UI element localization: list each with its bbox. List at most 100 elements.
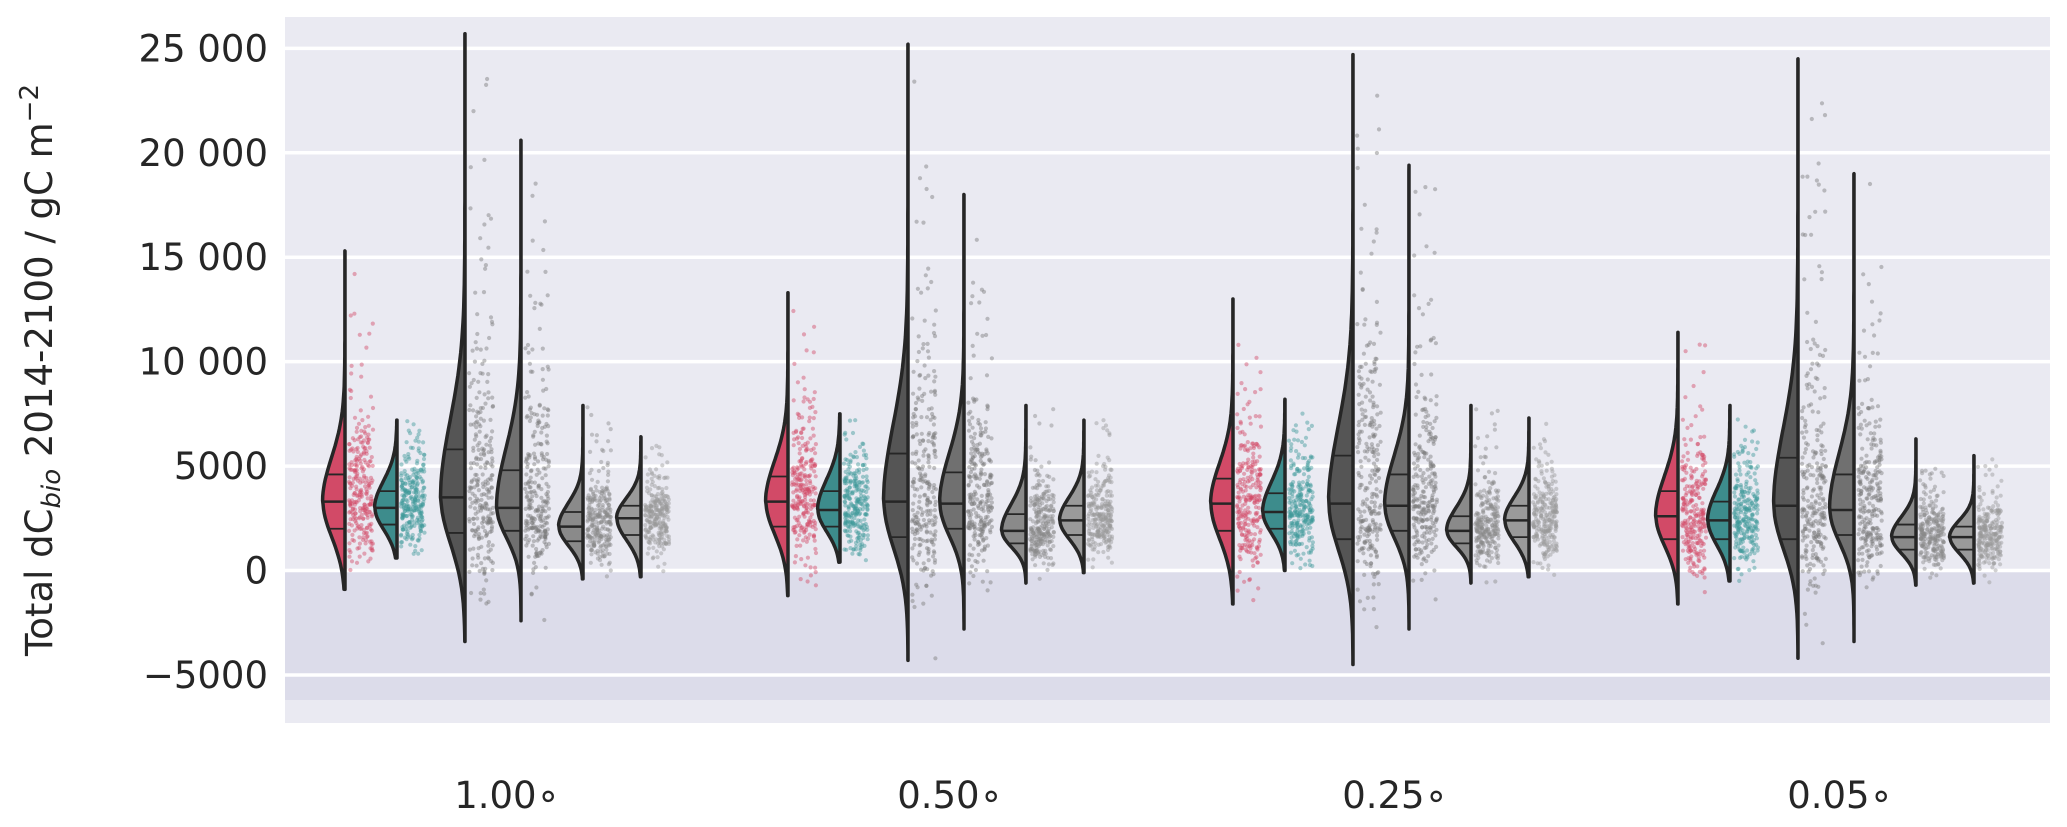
data-point	[482, 570, 487, 575]
data-point	[354, 458, 359, 464]
data-point	[848, 525, 853, 530]
data-point	[1486, 469, 1492, 474]
data-point	[664, 529, 669, 534]
data-point	[923, 479, 928, 484]
data-point	[537, 504, 542, 509]
data-point	[1288, 458, 1293, 463]
data-point	[810, 457, 815, 462]
data-point	[366, 464, 372, 469]
data-point	[912, 79, 917, 84]
data-point	[589, 467, 594, 472]
data-point	[539, 302, 544, 307]
data-point	[1550, 497, 1556, 503]
data-point	[1099, 517, 1104, 522]
data-point	[1431, 441, 1436, 446]
data-point	[414, 471, 419, 477]
data-point	[1554, 506, 1559, 511]
data-point	[1028, 503, 1033, 508]
data-point	[528, 505, 533, 510]
data-point	[663, 502, 668, 507]
data-point	[797, 533, 802, 538]
data-point	[361, 531, 367, 536]
data-point	[988, 473, 993, 478]
data-point	[917, 494, 923, 499]
data-point	[1310, 563, 1315, 569]
data-point	[863, 504, 868, 509]
data-point	[1432, 419, 1437, 424]
data-point	[917, 386, 922, 391]
data-point	[660, 544, 665, 549]
data-point	[850, 551, 855, 556]
data-point	[1424, 559, 1429, 564]
data-point	[792, 506, 797, 511]
data-point	[600, 447, 605, 452]
data-point	[845, 528, 850, 534]
data-point	[850, 519, 855, 524]
data-point	[1094, 470, 1099, 475]
data-point	[358, 458, 363, 463]
data-point	[369, 528, 374, 533]
data-point	[910, 508, 915, 513]
data-point	[662, 523, 667, 528]
data-point	[540, 499, 546, 504]
data-point	[1546, 452, 1551, 457]
data-point	[607, 506, 612, 511]
data-point	[1488, 502, 1493, 507]
data-point	[543, 529, 548, 535]
data-point	[847, 485, 852, 490]
data-point	[910, 460, 915, 465]
data-point	[1433, 187, 1438, 192]
data-point	[1548, 532, 1553, 538]
data-point	[1258, 488, 1263, 493]
data-point	[1544, 513, 1549, 518]
data-point	[404, 531, 409, 536]
data-point	[1247, 399, 1252, 404]
data-point	[1248, 485, 1253, 490]
data-point	[860, 441, 865, 446]
data-point	[1293, 531, 1298, 537]
data-point	[1242, 432, 1247, 437]
data-point	[812, 503, 817, 508]
data-point	[854, 488, 859, 493]
data-point	[479, 506, 484, 511]
data-point	[662, 515, 667, 520]
data-point	[927, 518, 932, 523]
data-point	[607, 551, 612, 557]
data-point	[1101, 549, 1106, 555]
data-point	[812, 469, 817, 474]
data-point	[1237, 499, 1242, 504]
data-point	[1298, 484, 1303, 489]
data-point	[490, 322, 495, 327]
data-point	[1370, 518, 1375, 523]
data-point	[1362, 322, 1367, 327]
data-point	[812, 463, 817, 468]
data-point	[368, 394, 374, 399]
data-point	[349, 523, 354, 528]
data-point	[793, 529, 798, 535]
data-point	[916, 466, 922, 471]
data-point	[605, 537, 610, 542]
data-point	[527, 361, 533, 366]
data-point	[802, 489, 808, 495]
data-point	[983, 426, 989, 431]
data-point	[480, 446, 485, 451]
data-point	[419, 519, 424, 524]
data-point	[644, 485, 650, 490]
data-point	[1310, 490, 1315, 495]
data-point	[1253, 511, 1258, 516]
data-point	[590, 530, 595, 535]
data-point	[473, 432, 478, 437]
data-point	[408, 542, 413, 547]
data-point	[648, 508, 654, 513]
data-point	[1533, 495, 1539, 500]
data-point	[489, 485, 495, 490]
data-point	[606, 421, 611, 426]
data-point	[922, 493, 927, 498]
data-point	[401, 513, 406, 518]
data-point	[485, 481, 490, 486]
data-point	[857, 507, 863, 512]
data-point	[1372, 418, 1377, 423]
data-point	[347, 499, 352, 504]
data-point	[918, 542, 923, 547]
data-point	[989, 473, 994, 478]
